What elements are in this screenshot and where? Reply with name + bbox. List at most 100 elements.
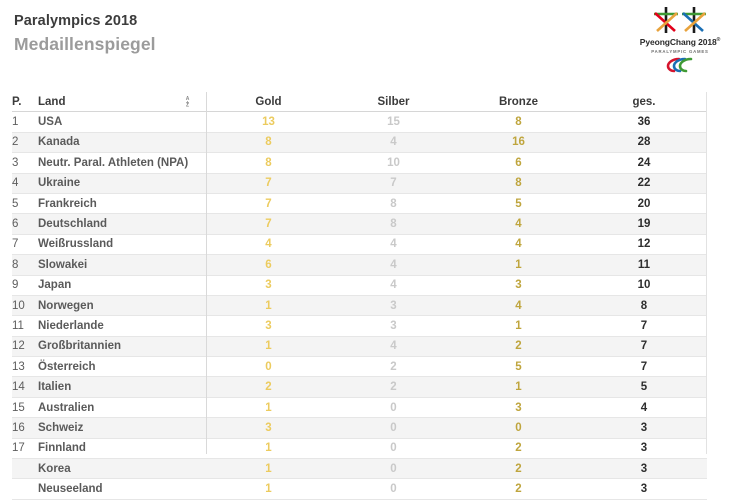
table-row[interactable]: 11 Niederlande 3 3 1 7 [12,315,707,337]
column-divider [206,92,207,454]
row-rank: 3 [12,152,38,174]
row-gold: 0 [206,356,331,378]
table-body: 1 USA 13 15 8 36 2 Kanada 8 4 16 28 3 Neutr. Paral. A… [12,111,707,500]
row-total: 11 [581,254,707,276]
table-row[interactable]: 9 Japan 3 4 3 10 [12,275,707,296]
row-gold: 1 [206,336,331,358]
row-country: Weißrussland [38,234,206,256]
column-header-rank[interactable]: P. [12,92,38,113]
row-gold: 2 [206,376,331,398]
table-row[interactable]: 8 Slowakei 6 4 1 11 [12,254,707,276]
row-country: Neuseeland [38,478,206,500]
page-titles: Paralympics 2018 Medaillenspiegel [14,11,156,56]
row-country: USA [38,111,206,133]
table-row[interactable]: Neuseeland 1 0 2 3 [12,478,707,500]
row-rank: 6 [12,213,38,235]
row-silver: 2 [331,376,456,398]
row-bronze: 4 [456,295,581,317]
pyeongchang-2018-paralympic-logo: PyeongChang 2018® PARALYMPIC GAMES [630,4,730,76]
table-row[interactable]: 6 Deutschland 7 8 4 19 [12,213,707,235]
row-bronze: 1 [456,254,581,276]
row-gold: 7 [206,173,331,194]
row-total: 3 [581,458,707,480]
row-bronze: 4 [456,213,581,235]
row-country: Finnland [38,438,206,460]
row-silver: 4 [331,132,456,154]
table-row[interactable]: 10 Norwegen 1 3 4 8 [12,295,707,317]
logo-wordmark: PyeongChang 2018® [630,37,730,47]
row-silver: 8 [331,213,456,235]
row-country: Slowakei [38,254,206,276]
row-silver: 4 [331,275,456,296]
logo-registered-mark: ® [716,37,721,44]
table-row[interactable]: 15 Australien 1 0 3 4 [12,397,707,419]
row-gold: 6 [206,254,331,276]
row-silver: 0 [331,397,456,419]
column-header-bronze[interactable]: Bronze [456,92,581,113]
row-country: Frankreich [38,193,206,215]
row-rank: 13 [12,356,38,378]
row-total: 8 [581,295,707,317]
table-row[interactable]: 1 USA 13 15 8 36 [12,111,707,133]
row-total: 22 [581,173,707,194]
row-silver: 15 [331,111,456,133]
row-total: 24 [581,152,707,174]
table-row[interactable]: 17 Finnland 1 0 2 3 [12,438,707,460]
row-rank: 12 [12,336,38,358]
table-row[interactable]: 2 Kanada 8 4 16 28 [12,132,707,154]
row-gold: 1 [206,458,331,480]
row-silver: 4 [331,254,456,276]
medal-table-page: Paralympics 2018 Medaillenspiegel P [12,4,730,500]
row-gold: 1 [206,397,331,419]
table-row[interactable]: 4 Ukraine 7 7 8 22 [12,173,707,194]
row-bronze: 3 [456,397,581,419]
row-total: 4 [581,397,707,419]
row-country: Großbritannien [38,336,206,358]
row-rank: 15 [12,397,38,419]
table-header-row: P. Land A Z Gold Silber Bronze ges. [12,92,707,113]
row-rank: 14 [12,376,38,398]
table-row[interactable]: 3 Neutr. Paral. Athleten (NPA) 8 10 6 24 [12,152,707,174]
logo-wordmark-text: PyeongChang 2018 [639,37,717,47]
row-country: Niederlande [38,315,206,337]
row-bronze: 5 [456,193,581,215]
row-bronze: 2 [456,458,581,480]
table-row[interactable]: 14 Italien 2 2 1 5 [12,376,707,398]
page-title: Paralympics 2018 [14,13,138,29]
row-country: Italien [38,376,206,398]
row-gold: 3 [206,417,331,439]
table-row[interactable]: 16 Schweiz 3 0 0 3 [12,417,707,439]
row-gold: 13 [206,111,331,133]
row-total: 12 [581,234,707,256]
column-header-gesamt[interactable]: ges. [581,92,707,113]
row-rank: 2 [12,132,38,154]
row-bronze: 8 [456,111,581,133]
row-rank: 8 [12,254,38,276]
svg-text:A: A [186,96,190,102]
row-total: 36 [581,111,707,133]
row-rank [12,458,38,480]
row-bronze: 4 [456,234,581,256]
table-row[interactable]: Korea 1 0 2 3 [12,458,707,480]
row-silver: 0 [331,458,456,480]
column-header-land[interactable]: Land A Z [38,92,206,113]
row-silver: 2 [331,356,456,378]
column-header-gold[interactable]: Gold [206,92,331,113]
row-rank: 4 [12,173,38,194]
row-gold: 3 [206,315,331,337]
row-bronze: 6 [456,152,581,174]
row-total: 3 [581,438,707,460]
row-total: 7 [581,336,707,358]
row-country: Neutr. Paral. Athleten (NPA) [38,152,206,174]
row-total: 7 [581,356,707,378]
table-row[interactable]: 7 Weißrussland 4 4 4 12 [12,234,707,256]
table-row[interactable]: 12 Großbritannien 1 4 2 7 [12,336,707,358]
row-bronze: 2 [456,438,581,460]
table-row[interactable]: 13 Österreich 0 2 5 7 [12,356,707,378]
row-bronze: 0 [456,417,581,439]
sort-az-icon[interactable]: A Z [183,95,192,108]
table-row[interactable]: 5 Frankreich 7 8 5 20 [12,193,707,215]
row-silver: 3 [331,295,456,317]
row-total: 7 [581,315,707,337]
column-header-silber[interactable]: Silber [331,92,456,113]
